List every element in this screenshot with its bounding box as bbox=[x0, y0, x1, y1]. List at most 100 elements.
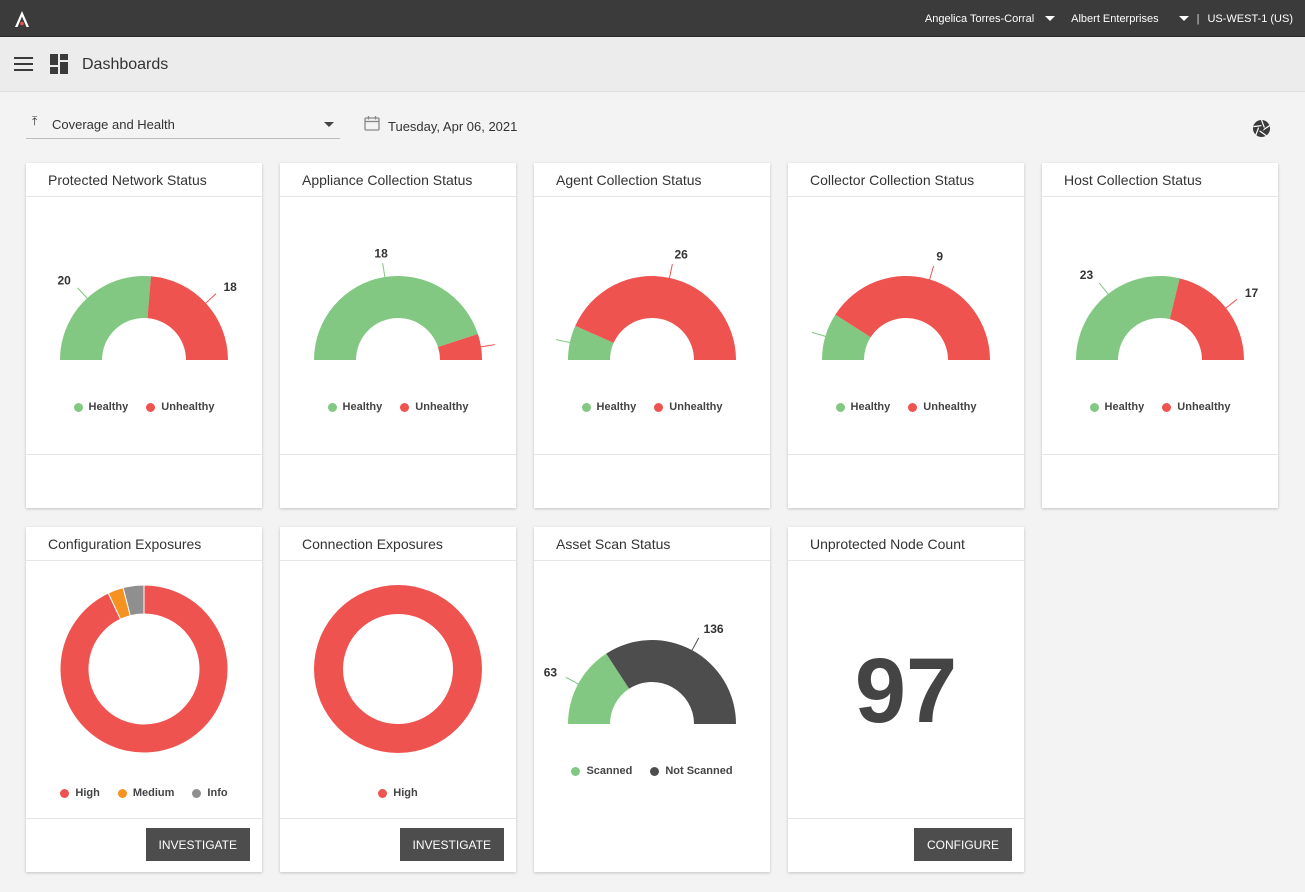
legend-item-unhealthy[interactable]: Unhealthy bbox=[908, 401, 976, 413]
leader-line bbox=[1098, 282, 1111, 298]
data-label: 9 bbox=[936, 249, 943, 263]
user-name[interactable]: Angelica Torres-Corral bbox=[924, 12, 1035, 25]
separator: | bbox=[1196, 12, 1200, 25]
slice-scanned[interactable] bbox=[568, 653, 630, 724]
slice-not-scanned[interactable] bbox=[606, 640, 736, 724]
leader-line bbox=[928, 265, 935, 284]
leader-line bbox=[77, 287, 91, 302]
page-title: Dashboards bbox=[82, 56, 169, 73]
slice-high[interactable] bbox=[314, 585, 482, 753]
legend-item-unhealthy[interactable]: Unhealthy bbox=[1162, 401, 1230, 413]
slice-unhealthy[interactable] bbox=[147, 276, 228, 360]
user-dropdown-icon[interactable] bbox=[1045, 16, 1056, 21]
slice-unhealthy[interactable] bbox=[437, 334, 482, 360]
card-title: Appliance Collection Status bbox=[302, 172, 473, 188]
card-title: Host Collection Status bbox=[1064, 172, 1202, 188]
data-label: 63 bbox=[544, 665, 558, 679]
albert-logo[interactable] bbox=[12, 9, 32, 29]
collector-collection-status-card: Collector Collection Status 9 Healthy Un… bbox=[788, 163, 1024, 508]
organization-dropdown-icon[interactable] bbox=[1178, 16, 1189, 21]
slice-unhealthy[interactable] bbox=[1169, 278, 1244, 360]
leader-line bbox=[689, 637, 700, 654]
dashboard-select-value: Coverage and Health bbox=[52, 117, 175, 132]
chart-legend: Healthy Unhealthy bbox=[1042, 401, 1278, 413]
date-display[interactable]: Tuesday, Apr 06, 2021 bbox=[388, 119, 518, 134]
page-header: Dashboards bbox=[0, 37, 1305, 92]
chart-legend: Healthy Unhealthy bbox=[280, 401, 516, 413]
top-bar: Angelica Torres-Corral Albert Enterprise… bbox=[0, 0, 1305, 37]
card-title: Unprotected Node Count bbox=[810, 536, 965, 552]
data-label: 20 bbox=[57, 274, 71, 288]
account-area: Angelica Torres-Corral Albert Enterprise… bbox=[925, 0, 1293, 37]
legend-item-high[interactable]: High bbox=[378, 787, 418, 799]
leader-line bbox=[202, 293, 217, 307]
host-collection-status-card: Host Collection Status 23 17 Healthy Unhe… bbox=[1042, 163, 1278, 508]
leader-line bbox=[476, 344, 495, 348]
card-title: Asset Scan Status bbox=[556, 536, 671, 552]
collector-collection-chart: 9 bbox=[811, 249, 990, 360]
card-title: Configuration Exposures bbox=[48, 536, 202, 552]
data-label: 17 bbox=[1245, 286, 1259, 300]
chart-legend: Healthy Unhealthy bbox=[788, 401, 1024, 413]
legend-item-medium[interactable]: Medium bbox=[117, 787, 174, 799]
legend-item-info[interactable]: Info bbox=[192, 787, 228, 799]
legend-item-healthy[interactable]: Healthy bbox=[835, 401, 890, 413]
data-label: 23 bbox=[1080, 268, 1094, 282]
card-title: Protected Network Status bbox=[48, 172, 207, 188]
organization-name[interactable]: Albert Enterprises bbox=[1071, 12, 1159, 25]
data-label: 18 bbox=[223, 280, 237, 294]
legend-item-healthy[interactable]: Healthy bbox=[581, 401, 636, 413]
agent-collection-chart: 26 bbox=[556, 247, 736, 360]
data-label: 26 bbox=[674, 247, 688, 261]
chart-legend: Scanned Not Scanned bbox=[534, 765, 770, 777]
leader-line bbox=[382, 263, 386, 282]
appliance-collection-status-card: Appliance Collection Status 18 Healthy U… bbox=[280, 163, 516, 508]
dashboard-icon bbox=[50, 54, 68, 74]
slice-healthy[interactable] bbox=[1076, 276, 1180, 360]
menu-icon[interactable] bbox=[14, 57, 33, 71]
chevron-down-icon bbox=[324, 122, 334, 127]
data-label: 136 bbox=[704, 622, 724, 636]
legend-item-not-scanned[interactable]: Not Scanned bbox=[650, 765, 733, 777]
legend-item-healthy[interactable]: Healthy bbox=[73, 401, 128, 413]
aperture-icon[interactable] bbox=[1252, 119, 1271, 138]
legend-item-high[interactable]: High bbox=[60, 787, 100, 799]
pin-icon: ⤒ bbox=[32, 114, 38, 128]
calendar-icon[interactable] bbox=[364, 115, 380, 131]
unprotected-node-count-value: 97 bbox=[854, 640, 958, 742]
region-label[interactable]: US-WEST-1 (US) bbox=[1207, 12, 1293, 25]
card-title: Agent Collection Status bbox=[556, 172, 702, 188]
slice-healthy[interactable] bbox=[314, 276, 478, 360]
legend-item-scanned[interactable]: Scanned bbox=[571, 765, 632, 777]
configure-button[interactable]: CONFIGURE bbox=[914, 828, 1012, 861]
slice-healthy[interactable] bbox=[822, 314, 871, 360]
slice-high[interactable] bbox=[59, 584, 229, 754]
slice-unhealthy[interactable] bbox=[575, 275, 736, 360]
card-title: Collector Collection Status bbox=[810, 172, 975, 188]
host-collection-chart: 23 17 bbox=[1076, 268, 1259, 360]
chart-legend: Healthy Unhealthy bbox=[26, 401, 262, 413]
slice-healthy[interactable] bbox=[568, 325, 614, 360]
investigate-button[interactable]: INVESTIGATE bbox=[145, 828, 250, 861]
leader-line bbox=[1222, 298, 1238, 311]
legend-item-healthy[interactable]: Healthy bbox=[327, 401, 382, 413]
slice-unhealthy[interactable] bbox=[835, 275, 990, 360]
leader-line bbox=[556, 339, 574, 344]
legend-item-healthy[interactable]: Healthy bbox=[1089, 401, 1144, 413]
dashboard-select[interactable]: ⤒ Coverage and Health bbox=[26, 110, 340, 139]
asset-scan-status-card: Asset Scan Status 63 136 Scanned Not Scan… bbox=[534, 527, 770, 872]
agent-collection-status-card: Agent Collection Status 26 Healthy Unhea… bbox=[534, 163, 770, 508]
slice-healthy[interactable] bbox=[60, 276, 151, 360]
leader-line bbox=[565, 676, 582, 687]
legend-item-unhealthy[interactable]: Unhealthy bbox=[400, 401, 468, 413]
leader-line bbox=[668, 264, 673, 282]
chart-legend: Healthy Unhealthy bbox=[534, 401, 770, 413]
leader-line bbox=[811, 331, 830, 338]
legend-item-unhealthy[interactable]: Unhealthy bbox=[146, 401, 214, 413]
protected-network-chart: 20 18 bbox=[57, 274, 237, 360]
appliance-collection-chart: 18 bbox=[314, 246, 495, 360]
slice-info[interactable] bbox=[122, 584, 145, 617]
configuration-exposures-chart bbox=[59, 584, 229, 754]
investigate-button[interactable]: INVESTIGATE bbox=[399, 828, 504, 861]
legend-item-unhealthy[interactable]: Unhealthy bbox=[654, 401, 722, 413]
